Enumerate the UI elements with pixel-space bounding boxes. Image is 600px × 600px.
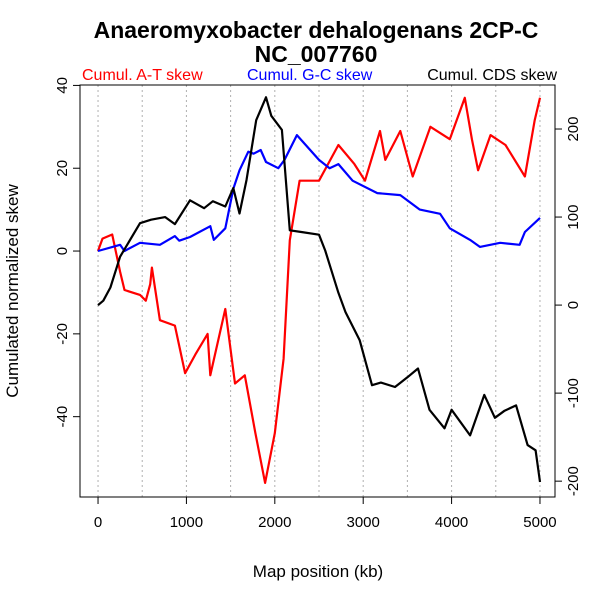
right-tick-label: -100 [565, 378, 582, 408]
plot-frame [79, 84, 556, 498]
left-tick-label: 0 [54, 247, 71, 255]
right-tick-label: 0 [565, 301, 582, 309]
x-tick-label: 2000 [258, 514, 291, 531]
x-tick-label: 4000 [435, 514, 468, 531]
legend-cds-skew: Cumul. CDS skew [427, 67, 557, 84]
gridlines [97, 85, 541, 497]
y-axis-label: Cumulated normalized skew [3, 184, 22, 398]
legend-gc-skew: Cumul. G-C skew [247, 67, 373, 84]
chart-title-line-1: Anaeromyxobacter dehalogenans 2CP-C [94, 17, 539, 43]
series-lines [96, 96, 542, 484]
x-tick-label: 3000 [347, 514, 380, 531]
left-tick-label: 40 [54, 77, 71, 94]
left-tick-label: -40 [54, 406, 71, 428]
x-tick-label: 1000 [170, 514, 203, 531]
x-tick-label: 0 [94, 514, 102, 531]
right-tick-label: 100 [565, 205, 582, 230]
chart-title-line-2: NC_007760 [255, 41, 378, 67]
left-tick-label: 20 [54, 160, 71, 177]
right-tick-label: 200 [565, 117, 582, 142]
left-tick-label: -20 [54, 323, 71, 345]
series-line-1 [97, 134, 541, 253]
series-line-2 [97, 96, 542, 483]
legend-at-skew: Cumul. A-T skew [82, 67, 203, 84]
axes: 0 1000 2000 3000 4000 500040200-20-402001000-… [54, 77, 582, 531]
x-tick-label: 5000 [523, 514, 556, 531]
x-axis-label: Map position (kb) [253, 562, 383, 581]
right-tick-label: -200 [565, 466, 582, 496]
series-line-0 [96, 96, 542, 484]
